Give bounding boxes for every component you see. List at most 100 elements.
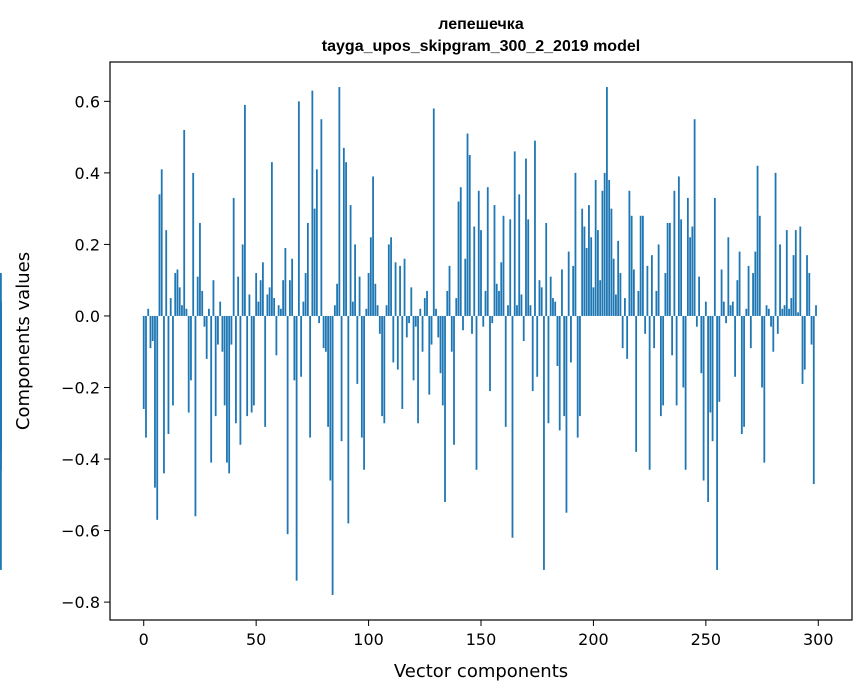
bar-241	[684, 315, 687, 470]
x-tick-label: 250	[691, 630, 722, 649]
bar-77	[315, 169, 318, 316]
bar-148	[475, 315, 478, 470]
bar-191	[572, 265, 575, 316]
bar-162	[507, 305, 509, 316]
bar-32	[214, 315, 217, 417]
bar-180	[547, 315, 550, 424]
bar-15	[176, 269, 179, 316]
bar-54	[264, 315, 267, 427]
bar-90	[345, 162, 347, 316]
bar-251	[707, 315, 709, 502]
bar-101	[369, 237, 372, 316]
bar-278	[767, 308, 770, 316]
bar-289	[792, 255, 795, 316]
bar-299	[815, 305, 817, 316]
bar-214	[624, 298, 626, 316]
bar-202	[597, 230, 599, 316]
bar-120	[412, 315, 415, 381]
bar-133	[441, 315, 444, 406]
chart-title: лепешечка	[438, 16, 524, 33]
bar-11	[167, 315, 170, 434]
bar-260	[727, 237, 730, 316]
bar-137	[450, 315, 453, 352]
bar-194	[579, 315, 581, 417]
bar-110	[390, 237, 392, 316]
bar-55	[266, 294, 269, 316]
bar-184	[556, 315, 559, 367]
bar-255	[716, 315, 718, 570]
bar-223	[644, 315, 647, 334]
bar-236	[673, 190, 676, 316]
bar-212	[619, 273, 622, 316]
bar-259	[725, 315, 727, 324]
bar-132	[439, 315, 442, 374]
bar-265	[738, 251, 741, 316]
bar-270	[749, 315, 752, 349]
y-tick-label: −0.2	[61, 379, 100, 398]
bar-134	[444, 315, 446, 502]
bar-68	[295, 315, 298, 581]
bar-245	[693, 119, 696, 316]
bar-196	[583, 226, 586, 316]
bar-159	[500, 262, 503, 316]
bar-141	[459, 187, 462, 316]
bar-50	[255, 273, 258, 316]
bar-269	[747, 265, 750, 316]
bar-91	[347, 315, 350, 524]
bar-106	[381, 315, 383, 417]
bar-51	[257, 301, 260, 316]
bar-211	[617, 240, 620, 316]
bar-160	[502, 215, 505, 316]
bar-63	[284, 248, 287, 316]
bar-140	[457, 201, 460, 316]
bar-103	[374, 283, 377, 316]
bar-226	[650, 255, 653, 316]
bar-97	[360, 315, 363, 438]
bar-176	[538, 280, 541, 316]
bar-57	[270, 162, 273, 316]
bar-117	[405, 315, 408, 338]
bar-201	[594, 180, 597, 316]
chart-subtitle: tayga_upos_skipgram_300_2_2019 model	[322, 38, 640, 55]
x-tick-label: 100	[353, 630, 384, 649]
bar-298	[812, 315, 815, 485]
bar-49	[253, 315, 255, 406]
bar-165	[513, 151, 516, 316]
bar-116	[403, 258, 406, 316]
bar-181	[549, 276, 552, 316]
bar-154	[489, 315, 491, 392]
bar-166	[516, 305, 518, 316]
bar-109	[387, 244, 390, 316]
bar-70	[300, 315, 303, 377]
bar-198	[588, 205, 590, 316]
bar-21	[190, 315, 192, 381]
bar-271	[752, 273, 754, 316]
bar-61	[279, 308, 282, 316]
bar-242	[686, 197, 689, 316]
bars-group	[0, 87, 817, 595]
bar-130	[435, 308, 437, 316]
bar-175	[536, 315, 539, 377]
y-tick-label: 0.4	[75, 164, 100, 183]
bar-182	[552, 298, 554, 316]
bar-139	[455, 298, 458, 316]
bar-273	[756, 165, 759, 316]
bar-261	[729, 305, 732, 316]
bar-18	[183, 129, 186, 316]
bar-9	[163, 315, 165, 474]
bar-192	[574, 172, 577, 316]
bar-152	[484, 290, 487, 316]
bar-268	[745, 308, 748, 316]
bar-267	[743, 315, 745, 427]
bar-178	[543, 315, 545, 570]
bar-235	[671, 315, 674, 356]
bar-297	[810, 315, 813, 345]
bar-286	[785, 230, 788, 316]
bar-79	[320, 119, 323, 316]
bar-249	[702, 315, 705, 481]
bar-238	[677, 176, 680, 316]
bar-168	[520, 294, 523, 316]
bar-118	[408, 315, 410, 324]
bar-36	[223, 315, 226, 406]
